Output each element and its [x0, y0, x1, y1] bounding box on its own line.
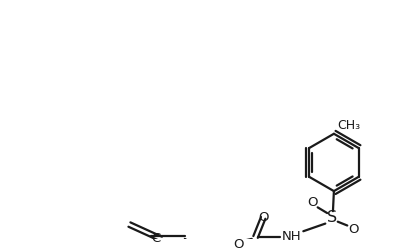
Text: O: O: [232, 238, 243, 250]
Text: O: O: [347, 223, 357, 236]
Text: C: C: [151, 232, 160, 245]
Text: S: S: [326, 210, 336, 225]
Text: NH: NH: [281, 230, 301, 243]
Text: CH₃: CH₃: [336, 119, 359, 132]
Text: O: O: [307, 196, 318, 209]
Text: O: O: [257, 211, 268, 224]
